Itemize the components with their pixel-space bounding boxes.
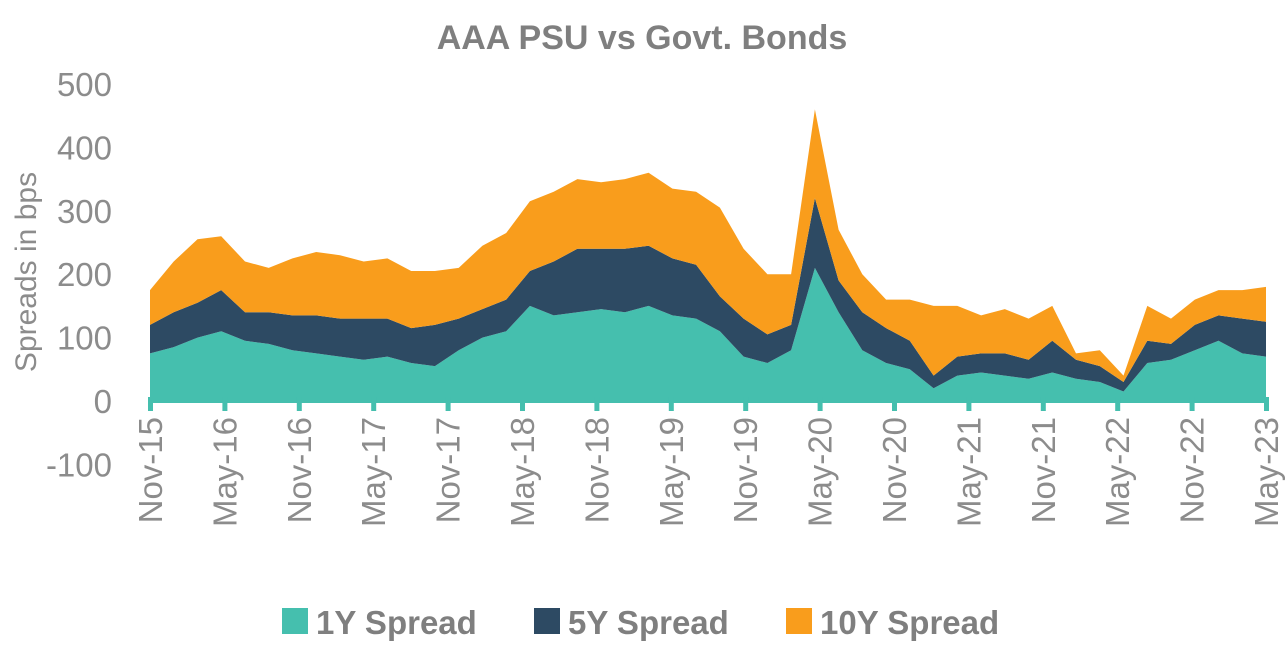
x-tick-mark [445, 397, 451, 411]
x-tick-label: May-22 [1099, 417, 1136, 527]
plot-area [150, 109, 1266, 401]
x-tick-label: May-23 [1248, 417, 1285, 527]
x-tick-label: Nov-17 [430, 417, 467, 523]
chart-title: AAA PSU vs Govt. Bonds [437, 19, 848, 57]
x-tick-label: Nov-20 [876, 417, 913, 523]
x-tick-mark [892, 397, 897, 411]
x-tick-mark [371, 397, 377, 411]
x-tick-label: Nov-16 [281, 417, 318, 523]
x-tick-label: Nov-18 [578, 417, 615, 523]
x-tick-mark [148, 397, 153, 411]
x-tick-mark [668, 397, 674, 411]
x-tick-mark [966, 397, 972, 411]
x-tick-label: May-21 [950, 417, 987, 527]
legend-label: 5Y Spread [568, 604, 729, 641]
legend: 1Y Spread 5Y Spread 10Y Spread [282, 604, 999, 641]
x-tick-mark [1040, 397, 1046, 411]
y-tick-label: 400 [57, 129, 112, 166]
x-tick-label: May-20 [802, 417, 839, 527]
x-tick-label: Nov-21 [1025, 417, 1062, 523]
legend-swatch [282, 608, 308, 634]
legend-label: 10Y Spread [820, 604, 999, 641]
y-tick-label: 100 [57, 320, 112, 357]
y-tick-label: 200 [57, 256, 112, 293]
x-tick-mark [1189, 397, 1195, 411]
area-series-1 [150, 267, 1266, 401]
y-tick-label: 300 [57, 193, 112, 230]
y-tick-label: -100 [46, 446, 112, 483]
x-tick-mark [222, 397, 228, 411]
y-tick-label: 0 [94, 383, 112, 420]
x-tick-label: Nov-15 [132, 417, 169, 523]
legend-label: 1Y Spread [316, 604, 477, 641]
x-tick-mark [817, 397, 823, 411]
x-tick-mark [1115, 397, 1121, 411]
y-axis-label: Spreads in bps [10, 172, 43, 372]
x-axis: Nov-15 May-16 Nov-16 May-17 Nov-17 May-18 Nov-… [132, 397, 1285, 527]
y-tick-label: 500 [57, 66, 112, 103]
x-tick-mark [520, 397, 525, 411]
x-tick-mark [594, 397, 600, 411]
area-series-3 [150, 109, 1266, 383]
x-tick-label: Nov-19 [727, 417, 764, 523]
legend-swatch [534, 608, 560, 634]
x-tick-label: May-18 [504, 417, 541, 527]
legend-swatch [786, 608, 812, 634]
y-axis-ticks: -100 0 100 200 300 400 500 [46, 66, 112, 483]
x-tick-mark [1264, 397, 1269, 411]
x-tick-mark [743, 397, 749, 411]
x-tick-mark [296, 397, 302, 411]
x-tick-label: May-16 [206, 417, 243, 527]
area-series-2 [150, 198, 1266, 392]
x-tick-label: Nov-22 [1174, 417, 1211, 523]
x-tick-label: May-17 [355, 417, 392, 527]
x-tick-label: May-19 [653, 417, 690, 527]
